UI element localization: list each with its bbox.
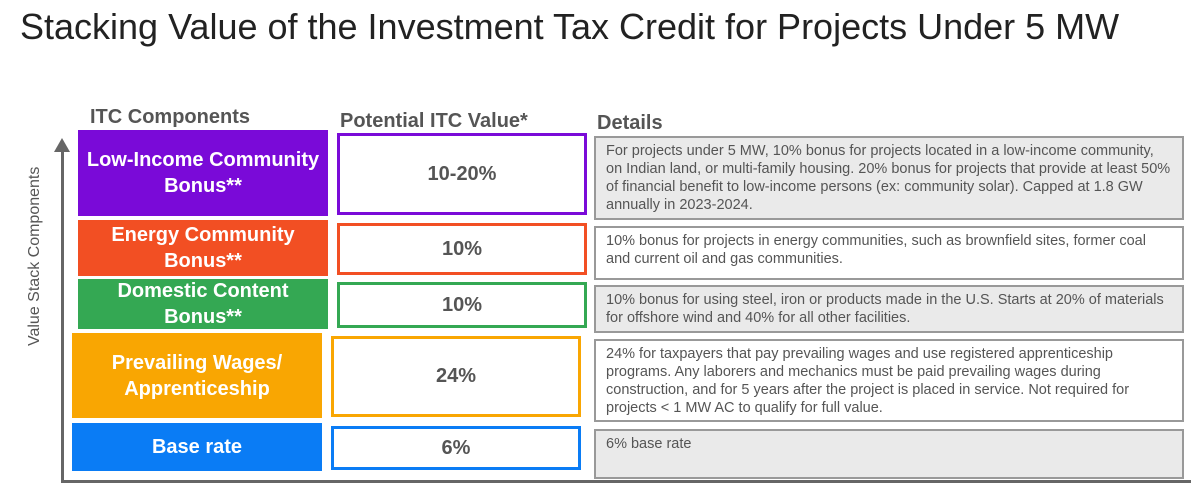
details-box: 10% bonus for using steel, iron or produ… [594, 285, 1184, 333]
y-axis [61, 150, 64, 483]
page-title: Stacking Value of the Investment Tax Cre… [20, 6, 1120, 47]
value-box: 6% [331, 426, 581, 470]
value-box: 10% [337, 223, 587, 275]
arrow-up-icon [54, 138, 70, 152]
x-axis [61, 480, 1191, 483]
details-box: 10% bonus for projects in energy communi… [594, 226, 1184, 280]
details-box: 24% for taxpayers that pay prevailing wa… [594, 339, 1184, 422]
value-box: 10% [337, 282, 587, 328]
details-box: 6% base rate [594, 429, 1184, 479]
component-box: Low-Income Community Bonus** [78, 130, 328, 216]
value-box: 10-20% [337, 133, 587, 215]
details-box: For projects under 5 MW, 10% bonus for p… [594, 136, 1184, 220]
component-box: Domestic Content Bonus** [78, 279, 328, 329]
component-box: Prevailing Wages/ Apprenticeship [72, 333, 322, 418]
component-box: Energy Community Bonus** [78, 220, 328, 276]
header-details: Details [597, 112, 663, 134]
component-box: Base rate [72, 423, 322, 471]
header-value: Potential ITC Value* [340, 110, 528, 132]
header-components: ITC Components [90, 106, 250, 128]
axis-label: Value Stack Components [26, 166, 43, 346]
value-box: 24% [331, 336, 581, 417]
